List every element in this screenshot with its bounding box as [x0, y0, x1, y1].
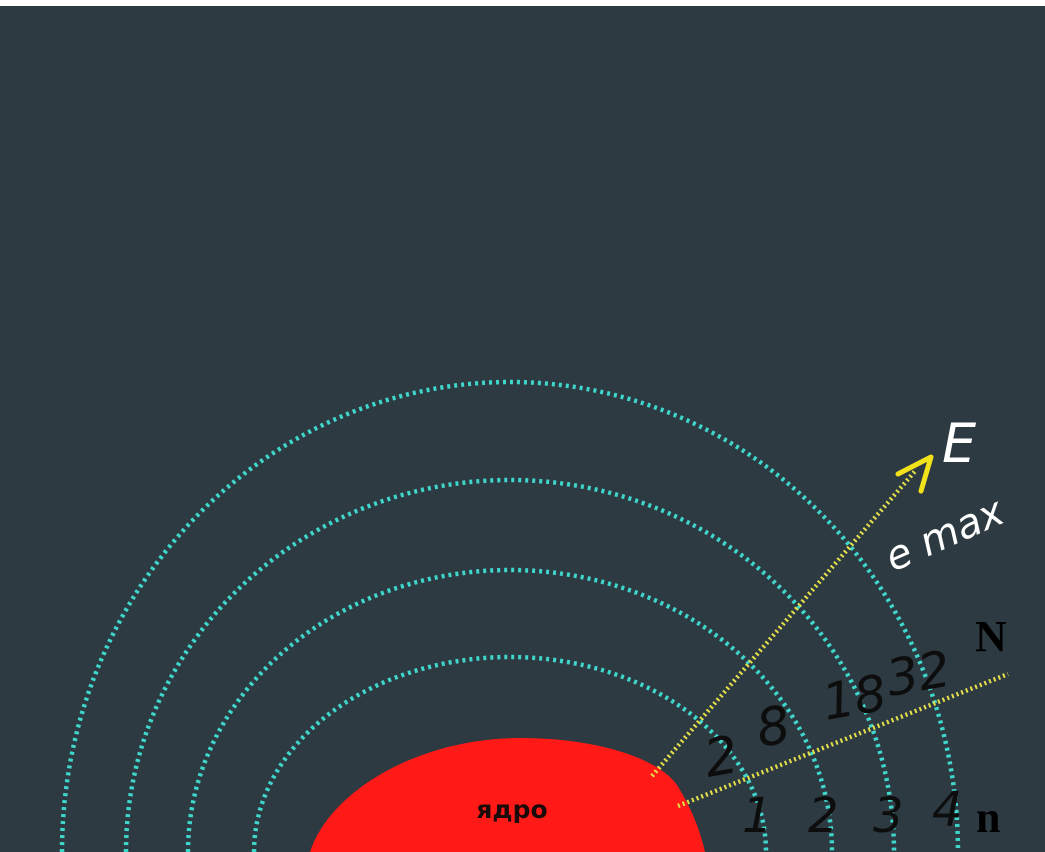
shell-axis-line: [677, 671, 1009, 809]
nucleus: [310, 738, 705, 852]
shell-capacity-4: 32: [882, 640, 955, 708]
shell-number-1: 1: [742, 788, 773, 844]
energy-axis-arrowhead: [895, 454, 934, 494]
shell-ring-4: [59, 379, 961, 852]
shell-ring-2: [185, 567, 835, 852]
shell-number-axis-label: n: [976, 793, 1000, 842]
shell-capacity-axis-label: N: [975, 612, 1007, 661]
energy-axis-line: [650, 468, 918, 778]
nucleus-label: ядро: [476, 795, 547, 824]
shell-ring-3: [123, 477, 897, 852]
shell-number-4: 4: [932, 782, 963, 838]
top-border: [0, 0, 1045, 6]
diagram-background: [0, 6, 1045, 852]
energy-axis-label: E: [942, 412, 977, 475]
shell-capacity-3: 18: [818, 664, 891, 732]
shell-number-2: 2: [808, 788, 839, 844]
shell-number-3: 3: [873, 788, 904, 844]
